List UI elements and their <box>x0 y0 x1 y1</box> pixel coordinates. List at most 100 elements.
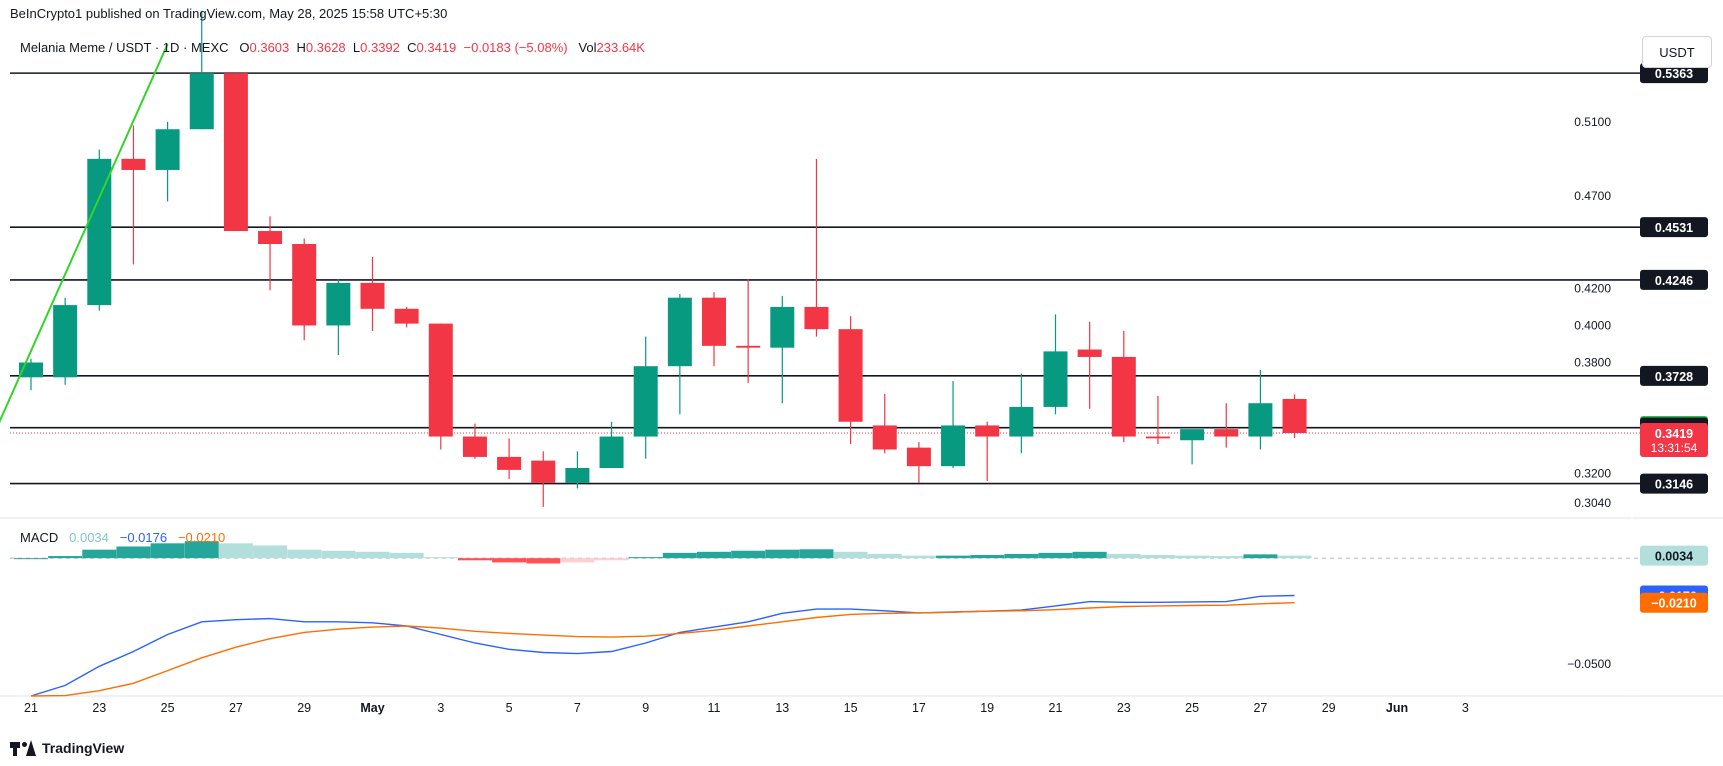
macd-histogram-bar[interactable] <box>1072 551 1107 559</box>
candle-body[interactable] <box>1282 398 1307 434</box>
candle-body[interactable] <box>872 425 897 450</box>
candle-body[interactable] <box>599 436 624 469</box>
candle-body[interactable] <box>1111 356 1136 437</box>
macd-histogram-bar[interactable] <box>1209 556 1244 559</box>
price-tick-label: 0.4200 <box>1574 281 1611 295</box>
signal-line[interactable] <box>30 602 1295 697</box>
macd-histogram-bar[interactable] <box>1106 553 1141 559</box>
candle-body[interactable] <box>736 345 761 348</box>
candle-body[interactable] <box>531 460 556 483</box>
macd-histogram-bar[interactable] <box>697 551 731 559</box>
macd-histogram-bar[interactable] <box>1140 554 1175 559</box>
macd-histogram-bar[interactable] <box>184 541 219 559</box>
macd-histogram-bar[interactable] <box>355 551 390 559</box>
candle-body[interactable] <box>292 244 317 326</box>
currency-button[interactable]: USDT <box>1642 36 1712 68</box>
macd-legend-label[interactable]: MACD <box>20 530 59 545</box>
macd-histogram-bar[interactable] <box>218 543 253 559</box>
close-label: C <box>407 40 417 55</box>
candle-body[interactable] <box>462 436 487 457</box>
symbol-name[interactable]: Melania Meme / USDT · 1D · MEXC <box>20 40 229 55</box>
open-value: 0.3603 <box>249 40 290 55</box>
candle-body[interactable] <box>1214 429 1239 437</box>
macd-histogram-bar[interactable] <box>1175 555 1210 559</box>
macd-histogram-bar[interactable] <box>867 553 902 559</box>
candle-body[interactable] <box>53 305 78 378</box>
descending-trendline[interactable] <box>0 43 169 428</box>
macd-histogram-bar[interactable] <box>1243 554 1278 559</box>
publisher-credit: BeInCrypto1 published on TradingView.com… <box>10 6 448 21</box>
macd-histogram-bar[interactable] <box>1038 552 1073 559</box>
macd-histogram-bar[interactable] <box>594 558 629 561</box>
time-tick-label: 3 <box>437 701 444 715</box>
candle-body[interactable] <box>223 73 248 232</box>
macd-histogram-bar[interactable] <box>253 545 288 559</box>
macd-histogram-bar[interactable] <box>526 558 561 564</box>
macd-histogram-bar[interactable] <box>116 546 151 559</box>
macd-line[interactable] <box>30 594 1295 697</box>
macd-histogram-bar[interactable] <box>48 556 83 559</box>
symbol-legend: Melania Meme / USDT · 1D · MEXC O0.3603 … <box>20 40 645 55</box>
macd-histogram-bar[interactable] <box>731 550 766 559</box>
macd-histogram-bar[interactable] <box>321 550 356 559</box>
macd-histogram-bar[interactable] <box>970 554 1005 559</box>
tradingview-logo[interactable]: TradingView <box>10 740 124 756</box>
candle-body[interactable] <box>1009 406 1034 437</box>
candle-body[interactable] <box>121 158 146 170</box>
macd-histogram-bar[interactable] <box>14 558 48 560</box>
candle-body[interactable] <box>1180 429 1205 441</box>
candle-body[interactable] <box>326 282 351 326</box>
candle-body[interactable] <box>667 297 692 367</box>
candle-body[interactable] <box>633 366 658 437</box>
candle-body[interactable] <box>155 129 180 170</box>
candle-body[interactable] <box>906 447 931 467</box>
candle-body[interactable] <box>189 73 214 130</box>
candle-body[interactable] <box>1145 436 1170 439</box>
macd-histogram-bar[interactable] <box>82 549 117 559</box>
candle-body[interactable] <box>1043 351 1068 407</box>
macd-histogram-bar[interactable] <box>560 558 595 563</box>
candle-body[interactable] <box>565 468 590 483</box>
macd-histogram-bar[interactable] <box>936 555 971 559</box>
macd-histogram-bar[interactable] <box>1277 555 1312 559</box>
macd-histogram-bar[interactable] <box>423 557 458 559</box>
candle-body[interactable] <box>1248 403 1273 437</box>
candle-body[interactable] <box>394 308 419 324</box>
candle-body[interactable] <box>702 297 726 346</box>
candle-body[interactable] <box>804 306 829 330</box>
change-value: −0.0183 (−5.08%) <box>463 40 568 55</box>
macd-histogram-bar[interactable] <box>492 558 527 563</box>
candle-body[interactable] <box>497 456 522 470</box>
macd-histogram-bar[interactable] <box>662 552 697 559</box>
macd-histogram-bar[interactable] <box>150 543 185 559</box>
price-axis-label: 0.4246 <box>1655 274 1693 288</box>
price-tick-label: 0.5100 <box>1574 115 1611 129</box>
candle-body[interactable] <box>258 231 283 245</box>
candle-body[interactable] <box>1077 349 1102 357</box>
price-axis-label-box <box>1640 365 1708 386</box>
candle-body[interactable] <box>941 425 966 467</box>
macd-histogram-bar[interactable] <box>799 549 834 559</box>
price-axis-label-box <box>1640 217 1708 238</box>
macd-histogram-bar[interactable] <box>628 557 663 559</box>
low-label: L <box>352 40 361 55</box>
macd-histogram-bar[interactable] <box>765 549 800 559</box>
time-tick-label: May <box>360 701 384 715</box>
candle-body[interactable] <box>838 329 863 422</box>
candle-body[interactable] <box>428 323 453 437</box>
macd-histogram-bar[interactable] <box>833 551 868 559</box>
macd-legend-signal: −0.0210 <box>177 530 226 545</box>
price-tick-label: 0.4700 <box>1574 189 1611 203</box>
macd-histogram-bar[interactable] <box>1004 553 1039 559</box>
candle-body[interactable] <box>975 425 1000 437</box>
candle-body[interactable] <box>360 282 385 309</box>
candle-body[interactable] <box>770 306 795 348</box>
open-label: O <box>239 40 250 55</box>
volume-label: Vol <box>578 40 597 55</box>
macd-histogram-bar[interactable] <box>389 552 424 559</box>
macd-histogram-bar[interactable] <box>457 558 492 561</box>
macd-histogram-bar[interactable] <box>901 555 936 559</box>
candle-body[interactable] <box>87 158 112 306</box>
macd-histogram-bar[interactable] <box>287 549 322 559</box>
